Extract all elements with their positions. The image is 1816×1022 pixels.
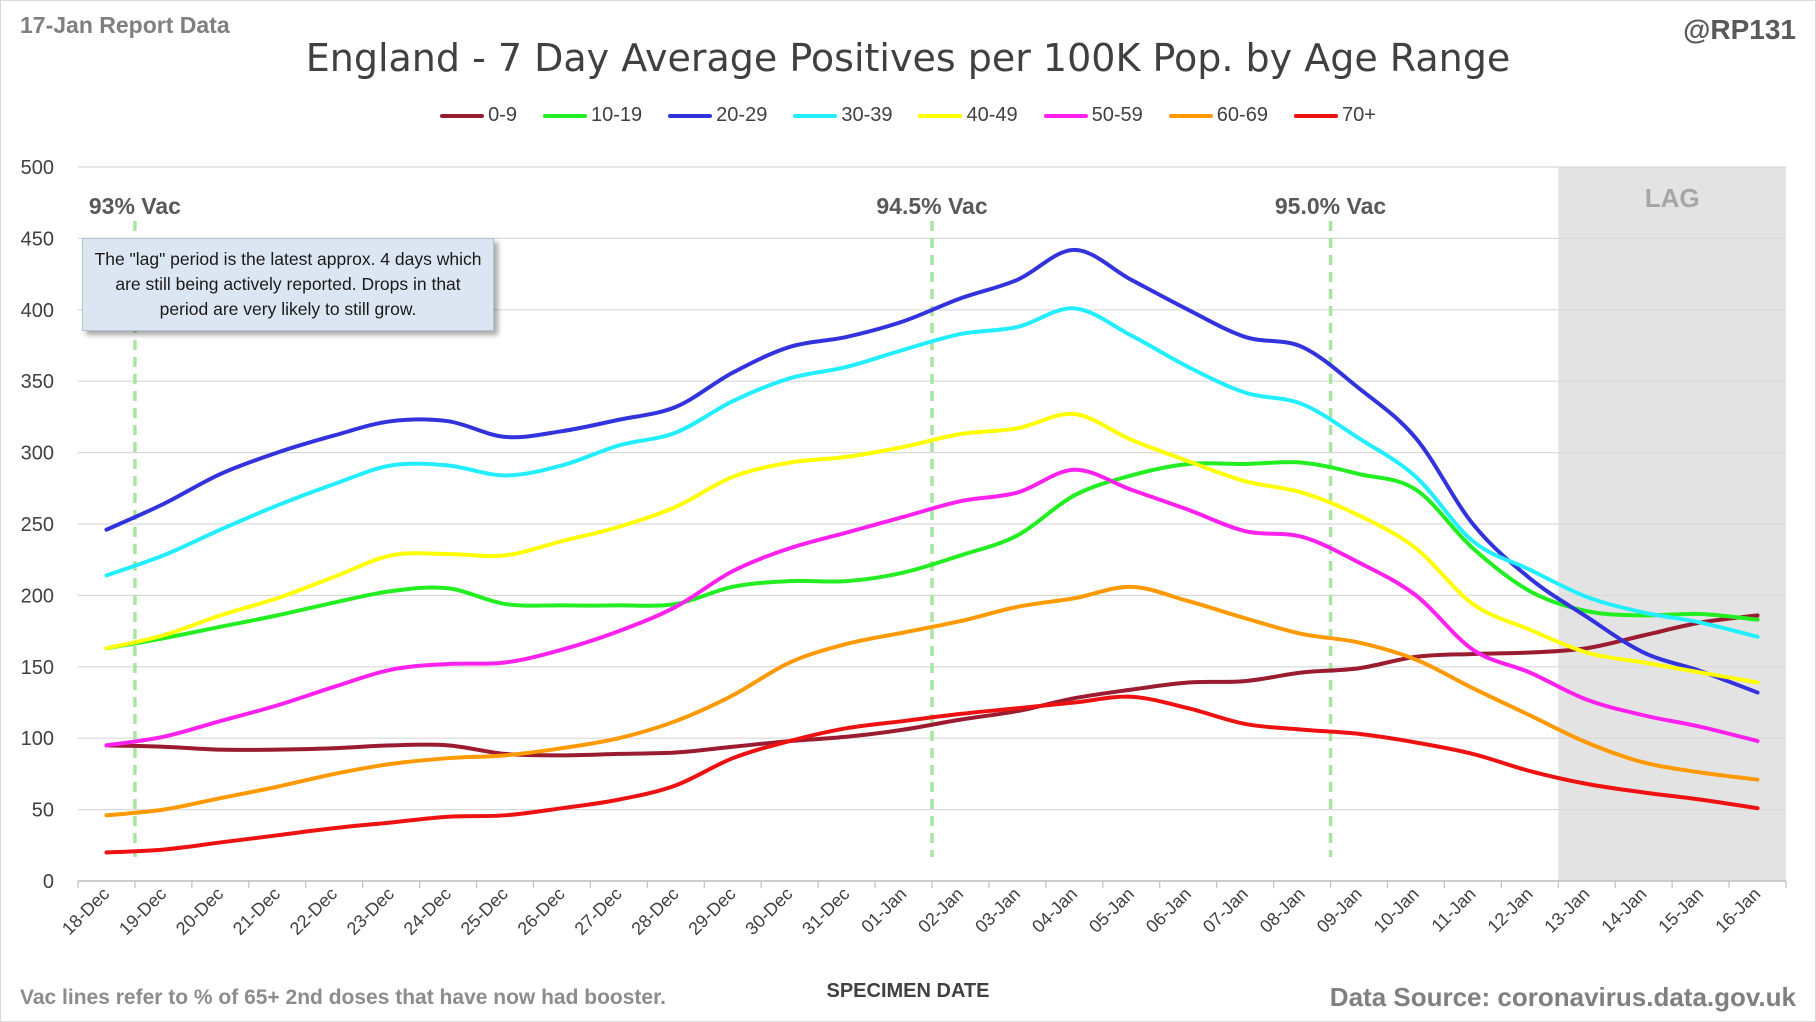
x-tick-label: 16-Jan: [1711, 884, 1764, 937]
x-tick-label: 22-Dec: [286, 884, 341, 939]
legend-item-20-29: 20-29: [668, 104, 767, 127]
x-tick-label: 25-Dec: [457, 884, 512, 939]
y-tick-label: 100: [21, 728, 54, 750]
legend-swatch: [918, 113, 963, 118]
legend-item-50-59: 50-59: [1043, 104, 1143, 127]
vac-line-label: 93% Vac: [89, 193, 181, 219]
legend-swatch: [543, 113, 588, 118]
x-tick-label: 04-Jan: [1028, 884, 1081, 937]
legend-swatch: [668, 113, 713, 118]
y-tick-label: 250: [21, 514, 54, 536]
legend-item-40-49: 40-49: [918, 104, 1018, 127]
legend-swatch: [793, 113, 838, 118]
vac-line-label: 94.5% Vac: [876, 193, 987, 219]
x-tick-label: 13-Jan: [1540, 884, 1593, 937]
legend-item-70plus: 70+: [1293, 104, 1376, 127]
x-tick-label: 20-Dec: [172, 884, 227, 939]
author-handle: @RP131: [1683, 14, 1796, 45]
x-tick-label: 06-Jan: [1142, 884, 1195, 937]
x-tick-label: 30-Dec: [741, 884, 796, 939]
x-tick-label: 24-Dec: [400, 884, 455, 939]
legend-label: 0-9: [488, 104, 518, 126]
y-tick-label: 50: [32, 800, 54, 822]
legend-item-60-69: 60-69: [1168, 104, 1268, 127]
footnote: Vac lines refer to % of 65+ 2nd doses th…: [20, 986, 666, 1009]
x-tick-label: 08-Jan: [1256, 884, 1309, 937]
y-tick-label: 500: [21, 157, 54, 179]
legend-label: 70+: [1341, 104, 1376, 126]
x-tick-label: 02-Jan: [914, 884, 967, 937]
x-tick-label: 09-Jan: [1313, 884, 1366, 937]
series-line-60-69: [104, 584, 1760, 818]
y-tick-label: 200: [21, 585, 54, 607]
x-tick-label: 14-Jan: [1597, 884, 1650, 937]
x-tick-label: 21-Dec: [229, 884, 284, 939]
y-tick-label: 400: [21, 300, 54, 322]
x-tick-label: 26-Dec: [514, 884, 569, 939]
y-tick-label: 350: [21, 371, 54, 393]
x-tick-label: 10-Jan: [1370, 884, 1423, 937]
legend-label: 20-29: [716, 104, 768, 126]
legend-swatch: [1168, 113, 1213, 118]
legend-label: 60-69: [1216, 104, 1268, 126]
x-tick-label: 03-Jan: [971, 884, 1024, 937]
x-tick-label: 19-Dec: [115, 884, 170, 939]
x-tick-label: 28-Dec: [627, 884, 682, 939]
legend-label: 30-39: [841, 104, 893, 126]
vac-line-label: 95.0% Vac: [1275, 193, 1386, 219]
lag-label: LAG: [1645, 183, 1700, 213]
x-tick-label: 11-Jan: [1428, 884, 1480, 936]
series-line-10-19: [104, 460, 1760, 651]
legend-item-30-39: 30-39: [793, 104, 892, 127]
x-tick-label: 27-Dec: [571, 884, 626, 939]
legend-item-0-9: 0-9: [440, 104, 517, 127]
data-source: Data Source: coronavirus.data.gov.uk: [1329, 982, 1796, 1012]
legend-item-10-19: 10-19: [543, 104, 642, 127]
legend-label: 10-19: [591, 104, 643, 126]
y-tick-label: 450: [21, 228, 54, 250]
lag-note-box: The "lag" period is the latest approx. 4…: [82, 238, 494, 331]
report-date-label: 17-Jan Report Data: [20, 12, 230, 38]
legend-label: 40-49: [966, 104, 1018, 126]
chart-legend: 0-9 10-19 20-29 30-39 40-49 50-59 60-69 70+: [0, 104, 1816, 127]
x-axis-title: SPECIMEN DATE: [826, 980, 990, 1002]
x-tick-label: 05-Jan: [1085, 884, 1138, 937]
legend-swatch: [1293, 113, 1338, 118]
x-tick-label: 01-Jan: [857, 884, 910, 937]
x-tick-label: 12-Jan: [1484, 884, 1537, 937]
legend-swatch: [440, 113, 485, 118]
x-tick-label: 07-Jan: [1199, 884, 1252, 937]
series-line-70plus: [104, 694, 1760, 855]
series-line-20-29: [104, 247, 1760, 695]
series-line-30-39: [104, 306, 1760, 639]
series-line-50-59: [104, 467, 1760, 748]
legend-label: 50-59: [1091, 104, 1143, 126]
x-tick-label: 23-Dec: [343, 884, 398, 939]
x-tick-label: 18-Dec: [58, 884, 113, 939]
y-tick-label: 300: [21, 443, 54, 465]
x-tick-label: 15-Jan: [1654, 884, 1707, 937]
x-tick-label: 29-Dec: [684, 884, 739, 939]
y-tick-label: 0: [43, 871, 54, 893]
chart-title: England - 7 Day Average Positives per 10…: [305, 36, 1511, 80]
y-tick-label: 150: [21, 657, 54, 679]
legend-swatch: [1043, 113, 1088, 118]
series-line-40-49: [104, 411, 1760, 685]
x-tick-label: 31-Dec: [798, 884, 853, 939]
